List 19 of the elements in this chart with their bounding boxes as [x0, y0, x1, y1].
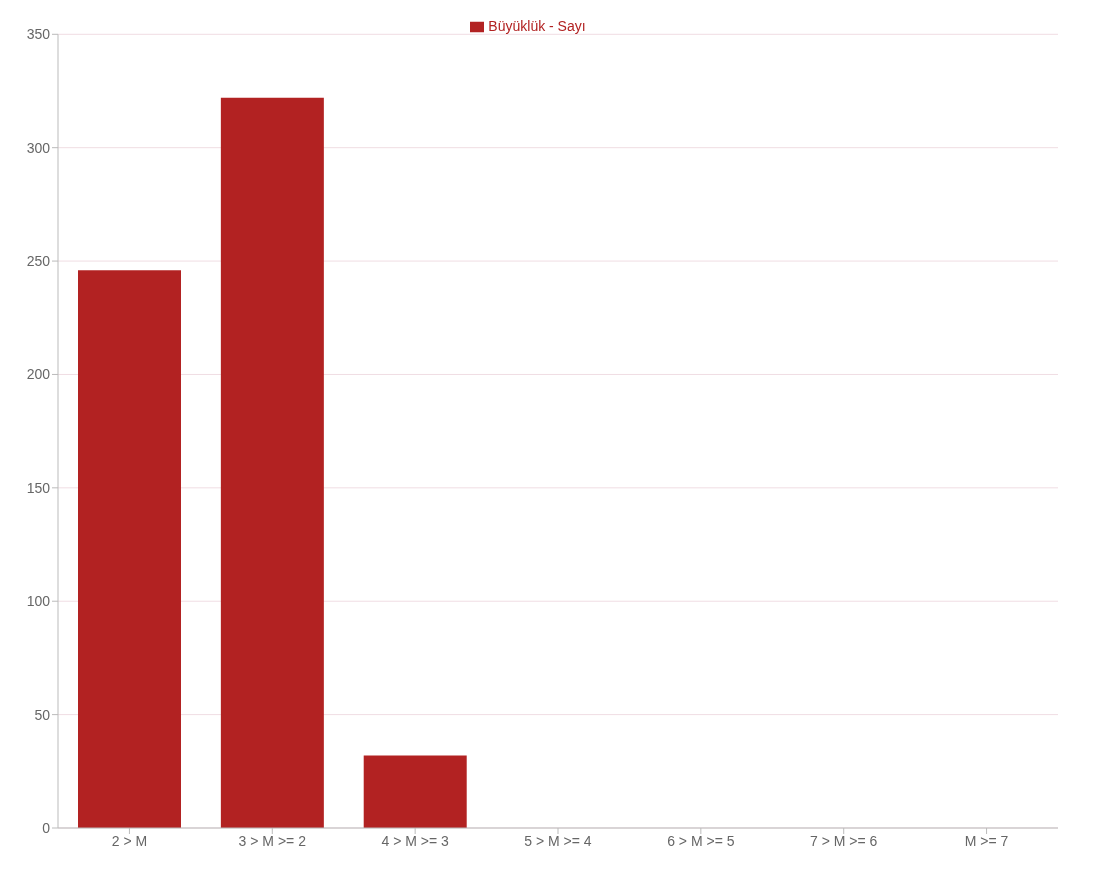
x-tick-label: 2 > M — [111, 832, 148, 849]
x-tick-label: 3 > M >= 2 — [238, 832, 307, 849]
y-tick-label: 350 — [26, 26, 51, 43]
y-tick-label: 200 — [26, 366, 51, 383]
y-tick-label: 100 — [26, 593, 51, 610]
x-tick-label: 4 > M >= 3 — [381, 832, 450, 849]
bar — [220, 97, 324, 828]
y-tick-label: 250 — [26, 253, 51, 270]
x-tick-label: 7 > M >= 6 — [810, 832, 878, 849]
bar — [78, 270, 181, 828]
y-tick-label: 150 — [26, 479, 51, 496]
y-tick-label: 300 — [26, 139, 51, 156]
x-tick-label: M >= 7 — [964, 832, 1009, 849]
legend-label: Büyüklük - Sayı — [488, 18, 586, 34]
x-tick-label: 6 > M >= 5 — [667, 832, 735, 849]
y-tick-label: 0 — [42, 819, 51, 836]
y-tick-label: 50 — [34, 706, 51, 723]
x-tick-label: 5 > M >= 4 — [524, 832, 592, 849]
bar — [363, 755, 467, 828]
